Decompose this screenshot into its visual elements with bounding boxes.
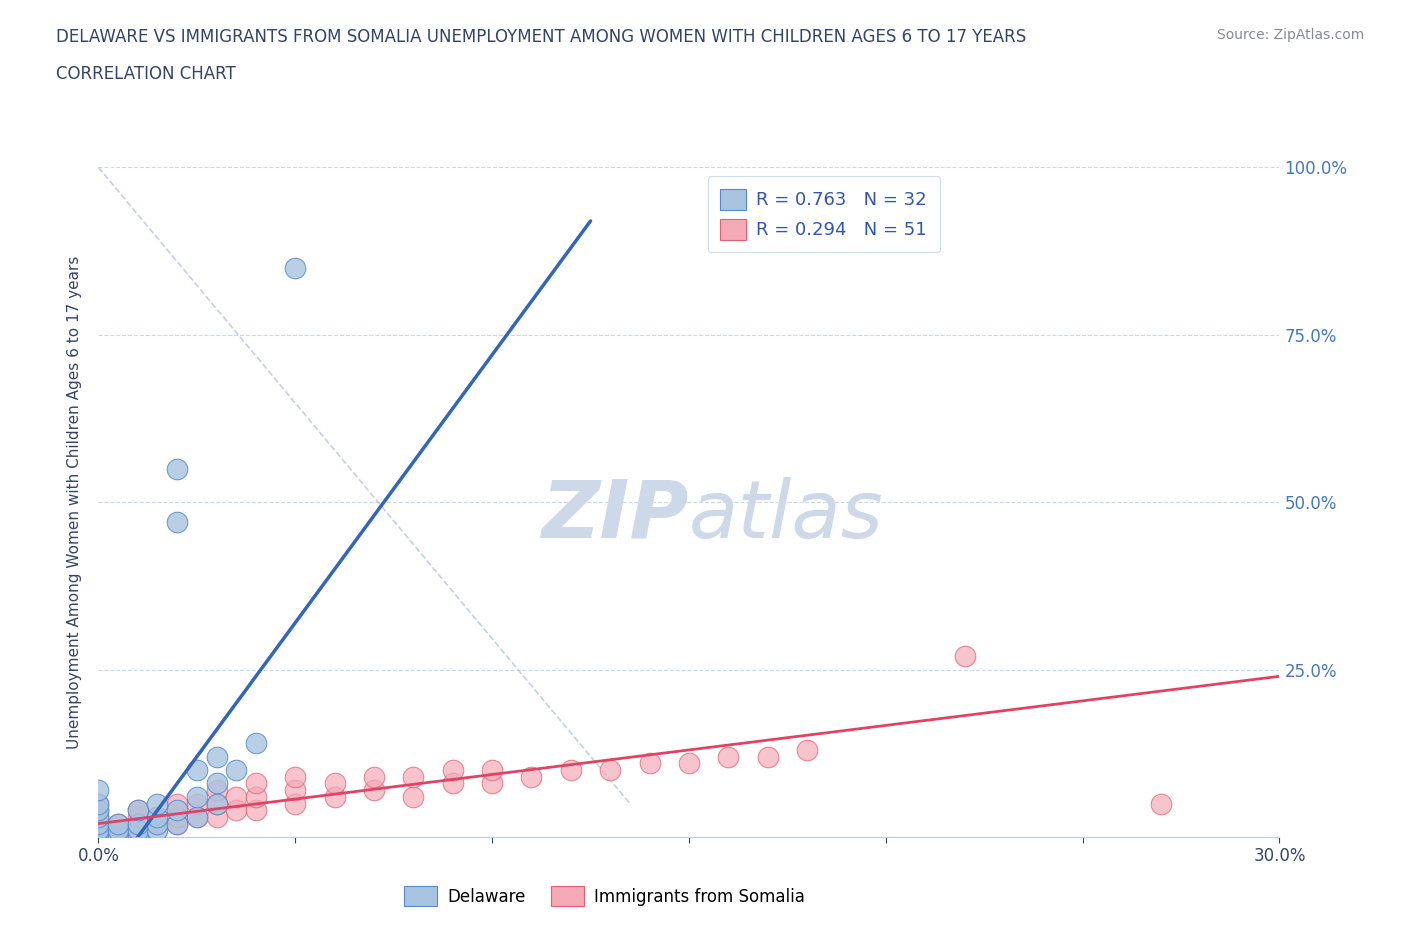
Legend: R = 0.763   N = 32, R = 0.294   N = 51: R = 0.763 N = 32, R = 0.294 N = 51 [707, 177, 939, 252]
Point [127, 823, 149, 838]
Point [245, 776, 267, 790]
Point [166, 809, 188, 824]
Point [87, 823, 110, 838]
Point [87, 803, 110, 817]
Point [166, 817, 188, 831]
Point [599, 763, 621, 777]
Point [245, 803, 267, 817]
Point [481, 763, 503, 777]
Point [146, 809, 169, 824]
Point [87, 809, 110, 824]
Point [87, 823, 110, 838]
Point [146, 817, 169, 831]
Point [205, 809, 228, 824]
Point [323, 776, 346, 790]
Point [363, 769, 385, 784]
Point [186, 796, 208, 811]
Point [323, 790, 346, 804]
Point [678, 756, 700, 771]
Point [87, 796, 110, 811]
Point [402, 769, 425, 784]
Point [166, 817, 188, 831]
Point [87, 817, 110, 831]
Text: Source: ZipAtlas.com: Source: ZipAtlas.com [1216, 28, 1364, 42]
Point [166, 515, 188, 530]
Point [205, 796, 228, 811]
Point [127, 823, 149, 838]
Point [166, 796, 188, 811]
Point [284, 796, 307, 811]
Point [107, 823, 129, 838]
Point [284, 260, 307, 275]
Point [107, 830, 129, 844]
Point [796, 742, 818, 757]
Point [186, 790, 208, 804]
Point [127, 817, 149, 831]
Point [186, 763, 208, 777]
Point [225, 763, 247, 777]
Legend: Delaware, Immigrants from Somalia: Delaware, Immigrants from Somalia [398, 880, 811, 912]
Point [87, 783, 110, 798]
Point [953, 649, 976, 664]
Point [441, 763, 464, 777]
Point [205, 783, 228, 798]
Point [87, 817, 110, 831]
Text: CORRELATION CHART: CORRELATION CHART [56, 65, 236, 83]
Point [87, 826, 110, 841]
Text: atlas: atlas [689, 476, 884, 554]
Point [166, 461, 188, 476]
Point [107, 817, 129, 831]
Point [245, 790, 267, 804]
Point [205, 796, 228, 811]
Point [245, 736, 267, 751]
Point [87, 803, 110, 817]
Point [363, 783, 385, 798]
Point [205, 776, 228, 790]
Point [205, 750, 228, 764]
Point [87, 796, 110, 811]
Point [186, 809, 208, 824]
Point [166, 803, 188, 817]
Point [284, 783, 307, 798]
Point [87, 830, 110, 844]
Point [560, 763, 582, 777]
Point [146, 823, 169, 838]
Text: ZIP: ZIP [541, 476, 689, 554]
Point [127, 803, 149, 817]
Point [520, 769, 543, 784]
Point [186, 809, 208, 824]
Y-axis label: Unemployment Among Women with Children Ages 6 to 17 years: Unemployment Among Women with Children A… [67, 256, 83, 749]
Point [481, 776, 503, 790]
Point [127, 830, 149, 844]
Point [87, 830, 110, 844]
Point [107, 817, 129, 831]
Text: DELAWARE VS IMMIGRANTS FROM SOMALIA UNEMPLOYMENT AMONG WOMEN WITH CHILDREN AGES : DELAWARE VS IMMIGRANTS FROM SOMALIA UNEM… [56, 28, 1026, 46]
Point [146, 817, 169, 831]
Point [107, 823, 129, 838]
Point [127, 809, 149, 824]
Point [225, 790, 247, 804]
Point [127, 803, 149, 817]
Point [638, 756, 661, 771]
Point [756, 750, 779, 764]
Point [1150, 796, 1173, 811]
Point [717, 750, 740, 764]
Point [107, 830, 129, 844]
Point [284, 769, 307, 784]
Point [225, 803, 247, 817]
Point [402, 790, 425, 804]
Point [146, 809, 169, 824]
Point [146, 796, 169, 811]
Point [127, 830, 149, 844]
Point [87, 809, 110, 824]
Point [441, 776, 464, 790]
